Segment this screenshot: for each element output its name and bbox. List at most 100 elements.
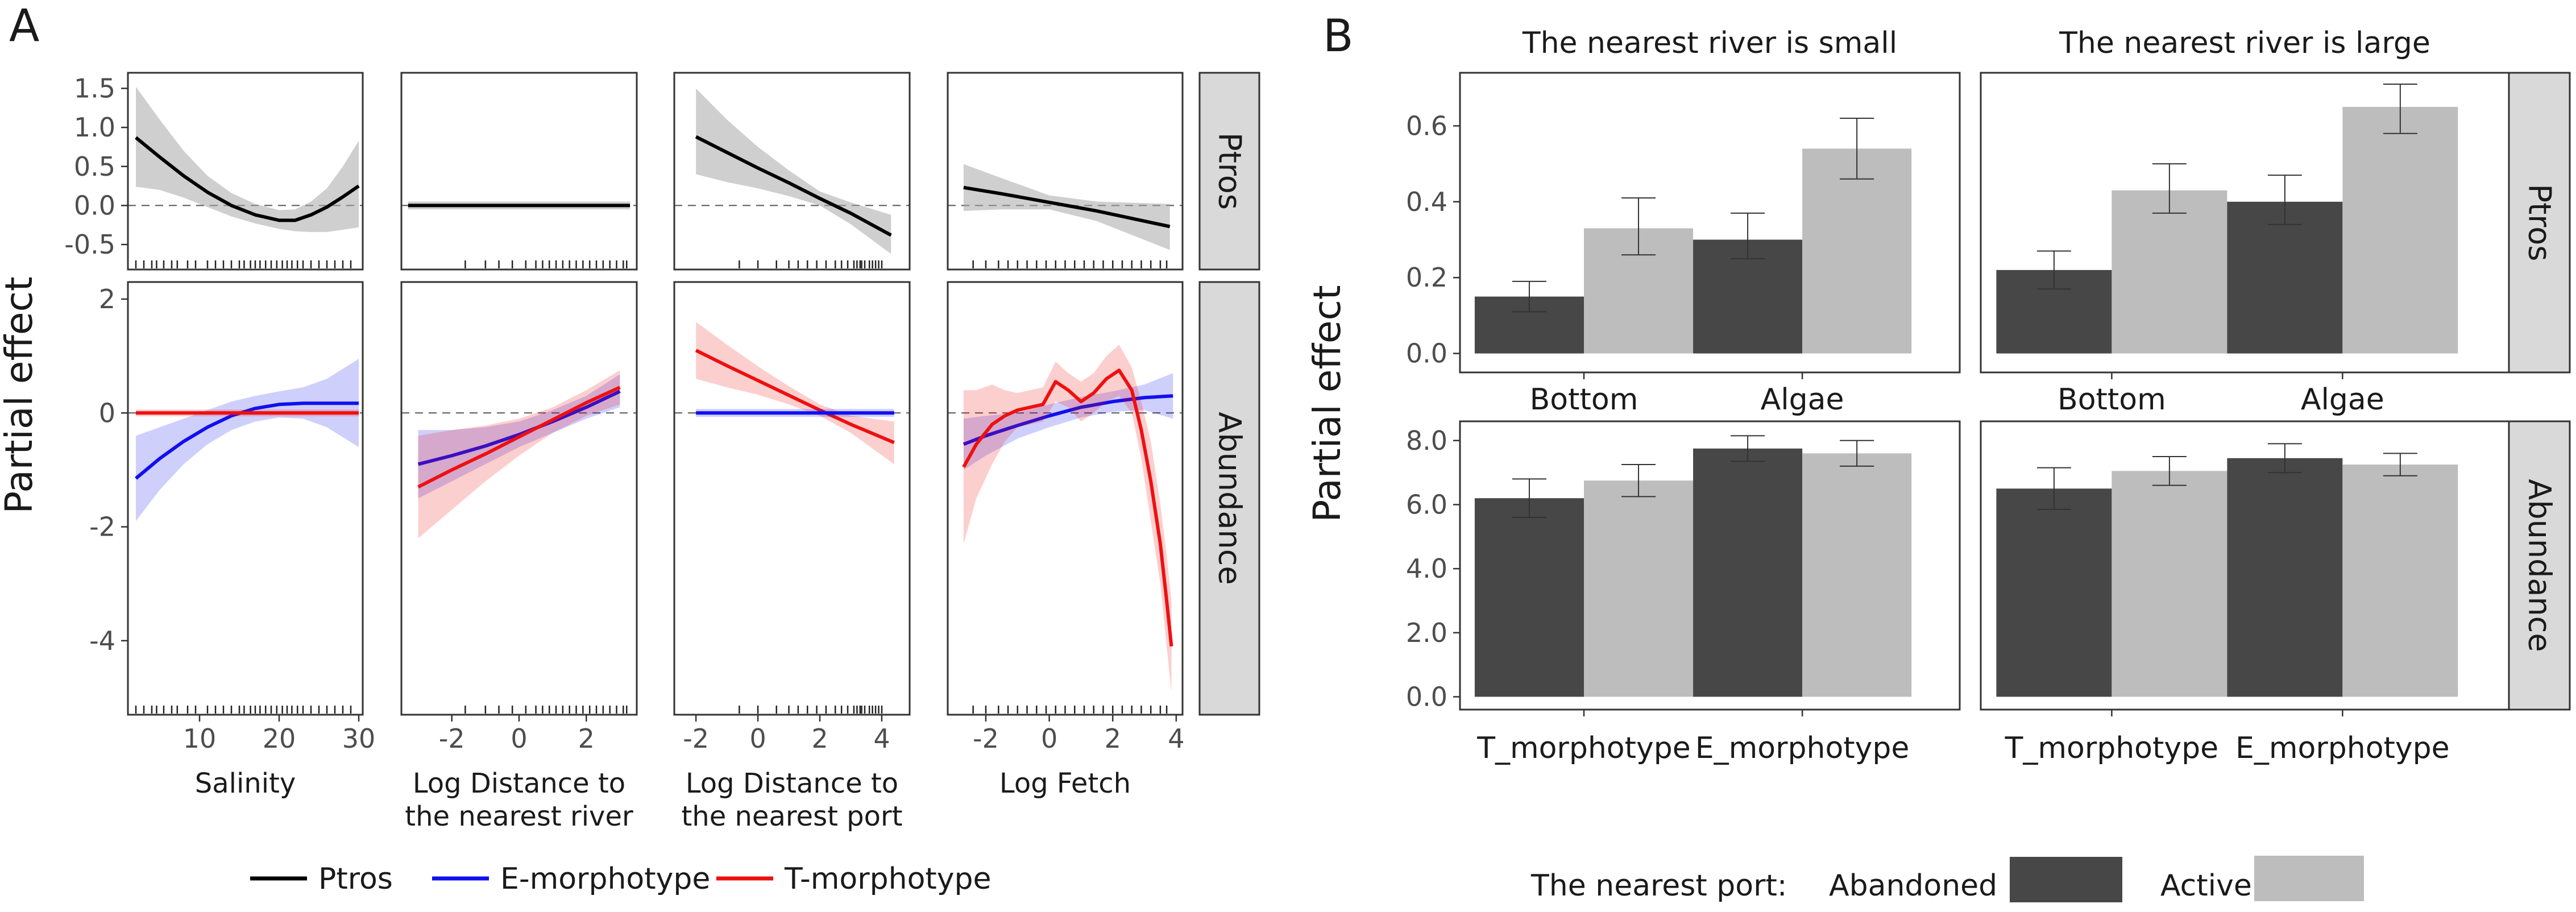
- x-tick-label: -2: [439, 723, 465, 754]
- y-tick-label: 1.0: [74, 112, 115, 143]
- panel-border: [1459, 72, 1961, 374]
- x-tick-label: -2: [683, 723, 709, 754]
- panel-border: [947, 281, 1184, 716]
- panel-border: [127, 281, 364, 716]
- strip-label: Ptros: [2522, 184, 2558, 262]
- bar-active: [2342, 465, 2458, 697]
- x-tick-label: 0: [1041, 723, 1057, 754]
- strip-b-ptros: Ptros: [2508, 72, 2571, 374]
- x-axis-title: Log Fetch: [999, 768, 1131, 799]
- strip-abundance: Abundance: [1198, 281, 1260, 716]
- panel-letter-b: B: [1323, 11, 1354, 62]
- panel-letter-a: A: [9, 1, 39, 52]
- legend-label: E-morphotype: [500, 862, 710, 896]
- x-category-label: Algae: [2301, 383, 2384, 417]
- curve-ptros: [695, 135, 892, 237]
- legend-label: Ptros: [318, 862, 393, 896]
- column-title: The nearest river is small: [1522, 26, 1897, 60]
- panel-border: [673, 281, 911, 716]
- x-category-label: Bottom: [1530, 383, 1638, 417]
- panel-border: [400, 72, 638, 271]
- bar-abandoned: [1996, 488, 2112, 697]
- y-tick-label: 0.0: [1406, 681, 1447, 712]
- panel-border: [1459, 420, 1961, 711]
- bar-active: [1583, 480, 1694, 697]
- curve-e-morphotype: [417, 389, 621, 466]
- x-axis-title: the nearest river: [405, 801, 633, 832]
- legend-panel-b: The nearest port: Abandoned Active: [1530, 856, 2364, 903]
- facet-panel-abundance-4: -2 0 2 4 Log Fetch: [947, 281, 1184, 799]
- x-tick-label: 4: [873, 723, 890, 754]
- facet-panel-ptros-1: 1.5 1.0 0.5 0.0 -0.5: [64, 72, 364, 271]
- bar-abandoned: [2227, 201, 2343, 354]
- bar-panel-abundance-2: T_morphotype E_morphotype: [1980, 420, 2510, 765]
- confidence-band-ptros: [696, 88, 891, 254]
- x-axis-title: Log Distance to: [686, 768, 898, 799]
- panel-border: [127, 72, 364, 271]
- strip-label: Abundance: [2522, 479, 2558, 652]
- x-category-label: T_morphotype: [2005, 731, 2219, 765]
- curve-ptros: [135, 136, 360, 222]
- bar-abandoned: [2227, 458, 2343, 697]
- bar-active: [1802, 148, 1912, 354]
- bar-active: [2112, 471, 2227, 697]
- confidence-band-t-morphotype: [696, 322, 894, 465]
- confidence-band-ptros: [136, 86, 359, 233]
- bar-active: [2112, 190, 2227, 354]
- legend-title: The nearest port:: [1530, 869, 1787, 903]
- y-tick-label: 0.6: [1406, 110, 1447, 141]
- column-title: The nearest river is large: [2059, 26, 2430, 60]
- y-tick-label: 2.0: [1406, 617, 1447, 648]
- x-category-label: Bottom: [2058, 383, 2166, 417]
- strip-ptros: Ptros: [1198, 72, 1260, 271]
- facet-panel-ptros-2: [400, 72, 638, 271]
- x-tick-label: 0: [749, 723, 766, 754]
- x-category-label: E_morphotype: [2235, 731, 2450, 765]
- bar-panel-abundance-1: T_morphotype E_morphotype 0.0 2.0 4.0 6.0 8.0: [1406, 420, 1961, 765]
- strip-background: [2508, 72, 2571, 374]
- facet-panel-ptros-3: [673, 72, 911, 271]
- x-tick-label: 30: [342, 723, 376, 754]
- y-tick-label: 0: [99, 397, 115, 428]
- x-axis-title: Log Distance to: [413, 768, 625, 799]
- y-tick-label: 0.4: [1406, 186, 1447, 217]
- curve-t-morphotype: [695, 349, 895, 445]
- y-tick-label: 1.5: [74, 73, 115, 103]
- y-axis-title: Partial effect: [0, 276, 41, 513]
- y-tick-label: 8.0: [1406, 425, 1447, 456]
- y-tick-label: 0.0: [74, 190, 115, 221]
- strip-b-abundance: Abundance: [2508, 420, 2571, 711]
- y-tick-label: 4.0: [1406, 553, 1447, 584]
- bar-panel-ptros-1: Bottom Algae 0.0 0.2 0.4 0.6: [1406, 72, 1961, 417]
- curve-e-morphotype: [963, 394, 1173, 446]
- x-category-label: T_morphotype: [1476, 731, 1691, 765]
- y-tick-label: -0.5: [64, 229, 115, 260]
- x-tick-label: 2: [1105, 723, 1121, 754]
- strip-background: [2508, 420, 2571, 711]
- y-axis-title: Partial effect: [1305, 285, 1349, 522]
- legend-label: Abandoned: [1829, 869, 1997, 903]
- strip-background: [1198, 281, 1260, 716]
- strip-label: Abundance: [1212, 412, 1248, 584]
- y-tick-label: 6.0: [1406, 489, 1447, 520]
- curve-t-morphotype: [417, 385, 621, 489]
- x-tick-label: 0: [511, 723, 527, 754]
- confidence-band-e-morphotype: [136, 359, 359, 521]
- strip-background: [1198, 72, 1260, 271]
- bar-panel-ptros-2: Bottom Algae: [1980, 72, 2510, 417]
- confidence-band-t-morphotype: [418, 370, 620, 538]
- y-tick-label: 2: [99, 284, 115, 314]
- x-tick-label: 2: [811, 723, 828, 754]
- legend-label: Active: [2160, 869, 2252, 903]
- bar-abandoned: [1474, 498, 1584, 697]
- x-tick-label: -2: [973, 723, 999, 754]
- strip-label: Ptros: [1212, 132, 1248, 210]
- curve-t-morphotype: [962, 368, 1173, 647]
- facet-panel-ptros-4: [947, 72, 1184, 271]
- x-axis-title: the nearest port: [681, 801, 902, 832]
- x-tick-label: 2: [578, 723, 595, 754]
